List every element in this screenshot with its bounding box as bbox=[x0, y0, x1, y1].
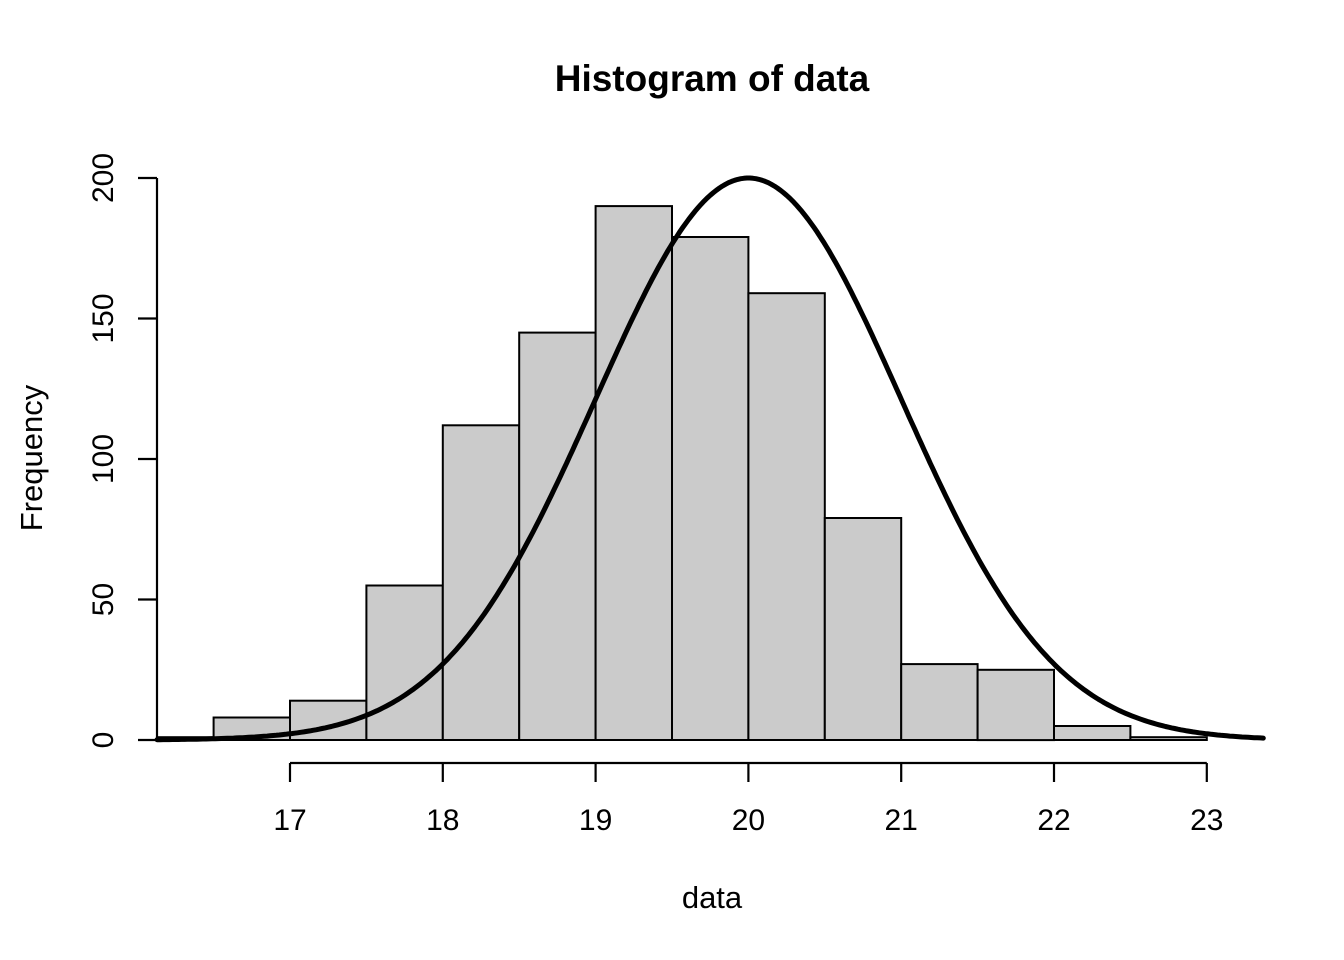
chart-title: Histogram of data bbox=[555, 58, 870, 99]
y-axis-label: Frequency bbox=[14, 384, 49, 531]
histogram-bar bbox=[365, 584, 444, 741]
histogram-bar bbox=[823, 517, 903, 741]
chart-root: 0 50 100 150 200 17 18 19 20 21 22 23 bbox=[87, 153, 1266, 837]
x-tick-label: 20 bbox=[732, 804, 765, 837]
x-tick-label: 18 bbox=[426, 804, 459, 837]
histogram-bar bbox=[976, 668, 1055, 742]
histogram-bar bbox=[900, 663, 979, 741]
x-tick-label: 17 bbox=[273, 804, 306, 837]
histogram-bar bbox=[594, 205, 673, 742]
x-tick-label: 19 bbox=[579, 804, 612, 837]
histogram-bar bbox=[1129, 736, 1208, 742]
y-tick-label: 100 bbox=[87, 434, 120, 484]
y-tick-label: 50 bbox=[87, 583, 120, 616]
x-tick-label: 21 bbox=[885, 804, 918, 837]
histogram-bar bbox=[747, 292, 826, 741]
x-axis-label: data bbox=[682, 880, 743, 915]
normal-curve bbox=[154, 175, 1266, 743]
y-tick-label: 150 bbox=[87, 293, 120, 343]
histogram-bar bbox=[671, 236, 750, 741]
y-tick-label: 200 bbox=[87, 153, 120, 203]
x-tick-label: 22 bbox=[1037, 804, 1070, 837]
histogram-bar bbox=[441, 424, 521, 741]
histogram-bar bbox=[1053, 725, 1132, 741]
x-tick-label: 23 bbox=[1190, 804, 1223, 837]
y-tick-label: 0 bbox=[87, 732, 120, 749]
